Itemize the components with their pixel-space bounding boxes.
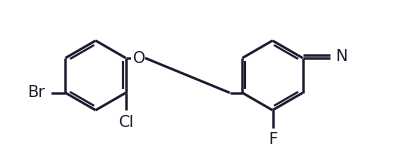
Text: Cl: Cl [118,115,134,130]
Text: N: N [336,49,348,64]
Text: O: O [132,51,145,66]
Text: Br: Br [27,85,45,100]
Text: F: F [268,132,277,147]
